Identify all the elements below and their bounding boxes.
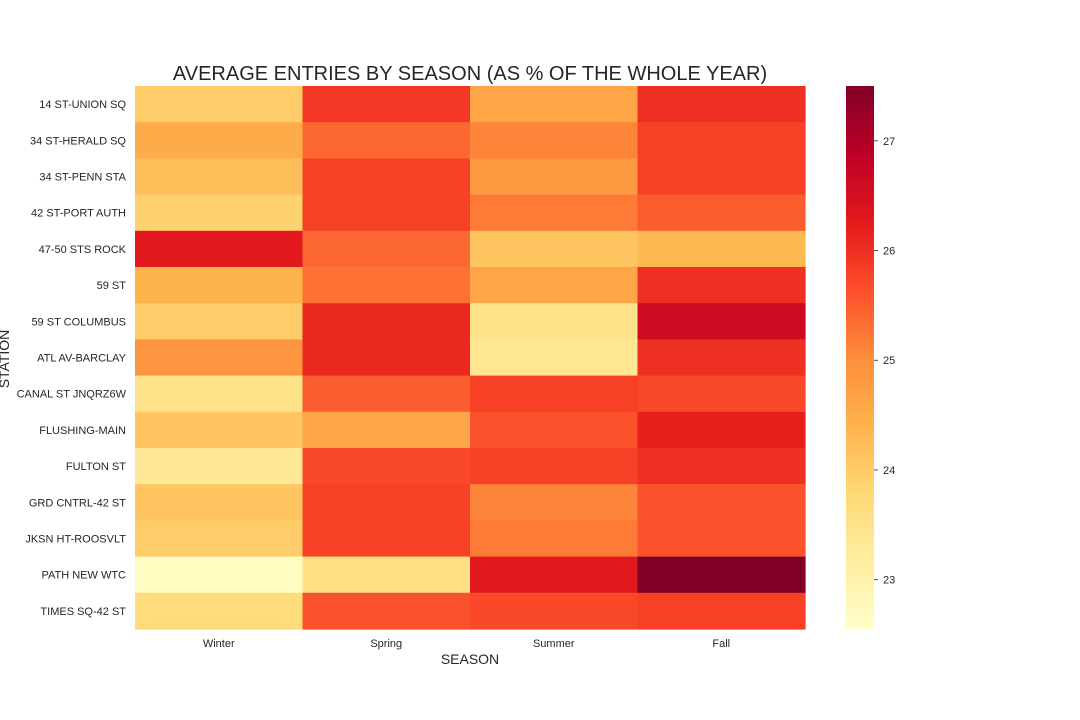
heatmap-cell [302, 230, 471, 268]
heatmap-cell [637, 230, 806, 268]
heatmap-cell [470, 122, 639, 159]
heatmap-cell [637, 303, 806, 340]
heatmap-cell [470, 556, 639, 594]
heatmap-cell [637, 520, 806, 558]
heatmap-cell [302, 339, 471, 377]
heatmap-cell [135, 592, 304, 630]
y-tick-label: JKSN HT-ROOSVLT [25, 534, 126, 546]
heatmap-cell [135, 520, 304, 558]
heatmap-cell [302, 592, 471, 630]
y-tick-label: TIMES SQ-42 ST [40, 606, 126, 618]
heatmap-cell [302, 267, 471, 304]
heatmap-cell [637, 122, 806, 159]
heatmap-cell [470, 520, 639, 558]
heatmap-cell [470, 158, 639, 196]
heatmap-cell [302, 556, 471, 594]
heatmap-cell [470, 448, 639, 485]
y-axis-label: STATION [0, 330, 12, 389]
y-tick-label: 59 ST COLUMBUS [31, 316, 126, 328]
y-tick-label: 59 ST [97, 280, 127, 292]
y-tick-label: GRD CNTRL-42 ST [29, 497, 126, 509]
heatmap-cell [470, 230, 639, 268]
heatmap-cell [302, 375, 471, 413]
heatmap-cell [135, 86, 304, 123]
heatmap-cell [470, 267, 639, 304]
colorbar-ticks: 23 24 25 26 27 [874, 136, 895, 587]
heatmap-cell [637, 592, 806, 630]
heatmap-cell [302, 520, 471, 558]
heatmap-cell [302, 411, 471, 449]
heatmap-cell [302, 303, 471, 340]
heatmap-cell [135, 122, 304, 159]
y-tick-label: FULTON ST [66, 461, 126, 473]
heatmap-cell [637, 484, 806, 521]
x-tick-label: Fall [712, 638, 730, 650]
heatmap-cell [302, 484, 471, 521]
y-tick-label: 34 ST-HERALD SQ [30, 135, 126, 147]
heatmap-cell [135, 375, 304, 413]
heatmap-cell [135, 556, 304, 594]
colorbar-tick-label: 23 [883, 575, 895, 587]
heatmap-cell [135, 339, 304, 377]
heatmap-cell [135, 158, 304, 196]
heatmap-cell [637, 411, 806, 449]
heatmap-cell [135, 411, 304, 449]
heatmap-cell [302, 86, 471, 123]
colorbar [846, 86, 874, 629]
y-tick-label: 34 ST-PENN STA [39, 172, 126, 184]
heatmap-cell [637, 86, 806, 123]
x-axis-label: SEASON [441, 651, 499, 667]
heatmap-cell [135, 484, 304, 521]
heatmap-cell [470, 411, 639, 449]
x-tick-labels: Winter Spring Summer Fall [203, 638, 730, 650]
heatmap-cell [135, 230, 304, 268]
chart-title: AVERAGE ENTRIES BY SEASON (AS % OF THE W… [173, 63, 767, 85]
heatmap-cell [135, 194, 304, 232]
heatmap-cell [637, 556, 806, 594]
heatmap-cell [302, 194, 471, 232]
heatmap-cells [135, 86, 806, 630]
y-tick-label: 42 ST-PORT AUTH [31, 208, 126, 220]
x-tick-label: Summer [533, 638, 575, 650]
y-tick-label: 14 ST-UNION SQ [39, 99, 126, 111]
heatmap-cell [470, 194, 639, 232]
colorbar-tick-label: 26 [883, 246, 895, 258]
x-tick-label: Winter [203, 638, 235, 650]
x-tick-label: Spring [370, 638, 402, 650]
heatmap-cell [637, 448, 806, 485]
heatmap-cell [637, 375, 806, 413]
heatmap-cell [470, 592, 639, 630]
heatmap-cell [135, 267, 304, 304]
y-tick-label: CANAL ST JNQRZ6W [17, 389, 127, 401]
heatmap-cell [302, 158, 471, 196]
heatmap-cell [470, 303, 639, 340]
heatmap-cell [135, 303, 304, 340]
heatmap-cell [470, 484, 639, 521]
heatmap-cell [135, 448, 304, 485]
heatmap-cell [637, 267, 806, 304]
colorbar-tick-label: 24 [883, 465, 895, 477]
y-tick-label: 47-50 STS ROCK [39, 244, 127, 256]
heatmap-cell [637, 339, 806, 377]
y-tick-label: FLUSHING-MAIN [39, 425, 126, 437]
heatmap-cell [637, 158, 806, 196]
colorbar-tick-label: 25 [883, 355, 895, 367]
y-tick-labels: 14 ST-UNION SQ 34 ST-HERALD SQ 34 ST-PENN … [17, 99, 127, 618]
y-tick-label: PATH NEW WTC [41, 570, 126, 582]
heatmap-cell [302, 448, 471, 485]
heatmap-cell [470, 86, 639, 123]
heatmap-cell [637, 194, 806, 232]
heatmap-cell [470, 339, 639, 377]
heatmap-cell [302, 122, 471, 159]
y-tick-label: ATL AV-BARCLAY [37, 353, 127, 365]
colorbar-tick-label: 27 [883, 136, 895, 148]
heatmap-cell [470, 375, 639, 413]
